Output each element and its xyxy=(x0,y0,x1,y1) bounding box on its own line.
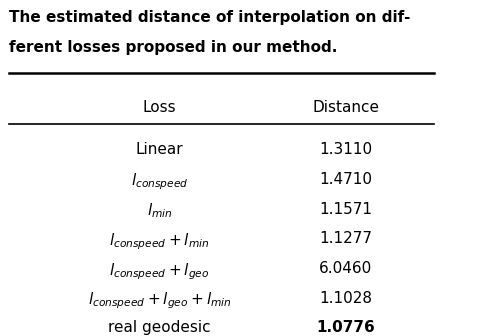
Text: ferent losses proposed in our method.: ferent losses proposed in our method. xyxy=(9,40,337,55)
Text: $l_{conspeed} + l_{geo}$: $l_{conspeed} + l_{geo}$ xyxy=(109,261,210,282)
Text: $l_{conspeed} + l_{geo} + l_{min}$: $l_{conspeed} + l_{geo} + l_{min}$ xyxy=(88,291,231,311)
Text: $l_{min}$: $l_{min}$ xyxy=(147,202,172,220)
Text: Loss: Loss xyxy=(143,100,176,115)
Text: $l_{conspeed} + l_{min}$: $l_{conspeed} + l_{min}$ xyxy=(109,231,210,252)
Text: $l_{conspeed}$: $l_{conspeed}$ xyxy=(131,172,188,193)
Text: Distance: Distance xyxy=(312,100,379,115)
Text: real geodesic: real geodesic xyxy=(108,321,211,335)
Text: 1.1277: 1.1277 xyxy=(319,231,372,246)
Text: 1.1028: 1.1028 xyxy=(319,291,372,306)
Text: 1.4710: 1.4710 xyxy=(319,172,372,187)
Text: 1.0776: 1.0776 xyxy=(316,321,375,335)
Text: 1.3110: 1.3110 xyxy=(319,142,372,157)
Text: The estimated distance of interpolation on dif-: The estimated distance of interpolation … xyxy=(9,10,410,25)
Text: Linear: Linear xyxy=(136,142,183,157)
Text: 6.0460: 6.0460 xyxy=(319,261,372,276)
Text: 1.1571: 1.1571 xyxy=(319,202,372,217)
